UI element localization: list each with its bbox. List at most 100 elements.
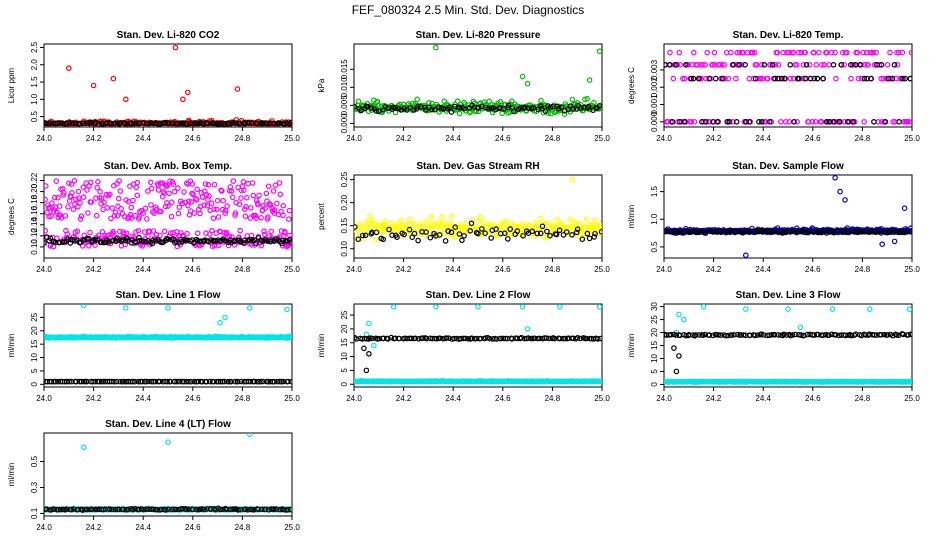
data-point-sample <box>280 212 286 219</box>
chart-panel-3: Stan. Dev. Li-820 Temp. 24.0 24.2 24.4 24.6 2… <box>627 30 920 143</box>
x-tick-label: 24.0 <box>656 394 672 403</box>
points <box>354 176 602 244</box>
data-point-reference <box>436 232 443 238</box>
data-point-sample <box>94 184 101 191</box>
data-point-sample <box>189 190 195 197</box>
data-point-reference <box>280 237 287 244</box>
data-point-sample <box>68 181 75 187</box>
y-axis-label: ml/min <box>317 334 326 358</box>
data-point-sample <box>670 75 677 82</box>
data-point-reference <box>359 232 366 239</box>
data-point-reference <box>186 378 192 385</box>
data-point-reference <box>908 229 912 235</box>
data-point-reference <box>771 331 778 338</box>
data-point-reference <box>671 331 677 338</box>
data-point-sample <box>538 215 544 222</box>
data-point-reference <box>870 229 876 235</box>
data-point-sample <box>774 49 781 56</box>
data-point-reference <box>758 331 764 338</box>
data-point-reference <box>488 105 494 111</box>
data-point-reference <box>145 120 151 127</box>
data-point-reference <box>415 237 421 244</box>
x-tick-label: 25.0 <box>904 265 920 274</box>
x-tick-label: 24.2 <box>396 394 412 403</box>
data-point-sample <box>479 218 486 224</box>
data-point-reference <box>124 235 130 241</box>
data-point-sample <box>733 75 739 82</box>
x-tick-label: 24.6 <box>495 394 511 403</box>
data-point-reference <box>254 378 261 385</box>
data-point-sample <box>77 216 84 222</box>
data-point-reference <box>787 229 794 235</box>
data-point-sample <box>405 229 412 236</box>
data-point-sample <box>145 188 151 194</box>
data-point-sample <box>206 193 212 199</box>
data-point-sample <box>211 181 218 188</box>
data-point-sample <box>238 195 244 201</box>
data-point-sample <box>148 202 154 208</box>
data-point-sample <box>123 305 129 311</box>
data-point-reference <box>181 378 187 385</box>
data-point-sample <box>454 98 461 105</box>
x-tick-label: 24.0 <box>346 134 362 143</box>
y-tick-label: 0 <box>340 381 349 386</box>
data-point-reference <box>368 105 375 111</box>
data-point-reference <box>445 228 452 234</box>
data-point-reference <box>385 336 391 342</box>
data-point-sample <box>832 49 838 56</box>
data-point-reference <box>467 228 474 234</box>
data-point-sample <box>155 187 162 193</box>
data-point-sample <box>775 62 782 68</box>
data-point-sample <box>75 204 81 210</box>
data-point-sample <box>210 215 217 222</box>
data-point-reference <box>682 62 689 68</box>
data-point-sample <box>44 227 48 234</box>
data-point-sample <box>846 119 853 125</box>
data-point-reference <box>899 75 906 82</box>
data-point-sample <box>116 178 123 184</box>
data-point-sample <box>908 225 912 231</box>
data-point-reference <box>758 119 765 125</box>
data-point-sample <box>272 182 279 189</box>
data-point-reference <box>896 119 902 125</box>
data-point-sample <box>449 213 455 220</box>
data-point-reference <box>706 332 713 338</box>
data-point-reference <box>386 226 392 233</box>
data-point-sample <box>86 243 92 249</box>
data-point-reference <box>420 335 426 341</box>
data-point-reference <box>57 120 63 127</box>
data-point-reference <box>525 105 532 112</box>
data-point-reference <box>201 506 208 513</box>
data-point-sample <box>148 179 154 186</box>
data-point-sample <box>598 378 602 385</box>
data-point-reference <box>772 75 778 82</box>
x-tick-label: 24.2 <box>706 134 722 143</box>
data-point-reference <box>354 103 358 110</box>
data-point-reference <box>84 506 90 513</box>
data-point-sample <box>224 203 230 209</box>
x-tick-label: 24.0 <box>346 265 362 274</box>
x-tick-label: 25.0 <box>284 265 300 274</box>
plot-frame <box>353 43 603 128</box>
data-point-sample <box>175 185 181 191</box>
data-point-reference <box>569 232 575 238</box>
data-point-sample <box>136 214 143 220</box>
data-point-sample <box>202 181 209 187</box>
data-point-sample <box>62 213 69 219</box>
data-point-sample <box>263 190 270 197</box>
y-tick-label: 25 <box>650 315 659 324</box>
data-point-sample <box>255 201 261 208</box>
data-point-reference <box>543 335 550 341</box>
points <box>44 178 292 250</box>
data-point-sample <box>288 334 292 340</box>
data-point-sample <box>176 204 183 211</box>
data-point-sample <box>870 49 877 56</box>
data-point-reference <box>155 121 162 127</box>
data-point-reference <box>882 229 889 236</box>
data-point-sample <box>273 200 280 207</box>
data-point-sample <box>248 205 254 211</box>
data-point-sample <box>554 216 561 222</box>
data-point-reference <box>522 104 528 111</box>
data-point-reference <box>73 378 80 385</box>
y-tick-label: 0.22 <box>30 172 39 188</box>
